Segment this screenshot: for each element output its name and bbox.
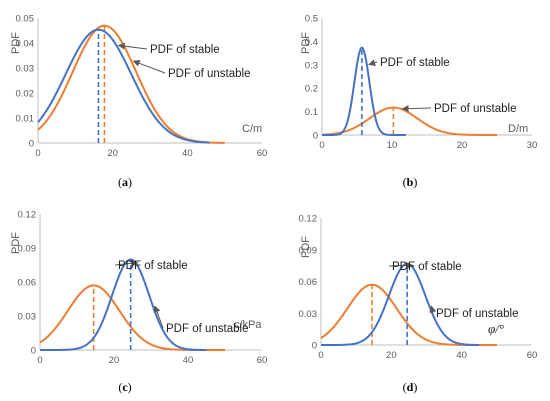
annotation-arrow — [117, 42, 148, 50]
y-tick-label: 0.03 — [16, 64, 35, 75]
x-tick-label: 20 — [107, 148, 118, 159]
series-line-stable — [40, 258, 207, 351]
annotation-label: PDF of unstable — [168, 68, 250, 80]
x-tick-label: 0 — [35, 148, 40, 159]
series-line-unstable — [39, 284, 225, 351]
y-tick-label: 0.02 — [16, 89, 35, 100]
y-tick-label: 0.4 — [305, 37, 318, 48]
x-tick-label: 0 — [319, 140, 324, 151]
y-tick-label: 0.03 — [18, 312, 37, 323]
x-axis-label: C/m — [242, 123, 262, 135]
annotation-label: PDF of unstable — [166, 323, 248, 335]
annotation-label: PDF of stable — [392, 261, 462, 273]
y-tick-label: 0.3 — [305, 60, 318, 71]
y-tick-label: 0 — [312, 341, 317, 352]
x-tick-label: 20 — [457, 140, 468, 151]
x-tick-label: 10 — [387, 140, 398, 151]
annotation-arrow — [388, 261, 414, 269]
annotation-arrow — [429, 305, 437, 314]
annotation-label: PDF of unstable — [434, 103, 516, 115]
series-line-stable — [37, 28, 210, 144]
annotation-label: PDF of stable — [150, 44, 220, 56]
panel-label: (b) — [403, 175, 418, 189]
y-tick-label: 0.5 — [305, 14, 318, 25]
x-tick-label: 20 — [109, 355, 120, 366]
y-tick-label: 0.12 — [299, 214, 318, 225]
x-tick-label: 40 — [456, 350, 467, 361]
y-tick-label: 0.12 — [18, 210, 37, 221]
x-tick-label: 60 — [257, 355, 268, 366]
y-tick-label: 0.03 — [299, 309, 318, 320]
panel-label: (d) — [403, 380, 418, 394]
y-tick-label: 0.01 — [16, 114, 35, 125]
x-tick-label: 0 — [37, 355, 42, 366]
annotation-arrow — [114, 259, 139, 267]
x-tick-label: 20 — [386, 350, 397, 361]
annotation-label: PDF of unstable — [436, 308, 518, 320]
x-tick-label: 40 — [183, 355, 194, 366]
x-tick-label: 40 — [182, 148, 193, 159]
y-axis-label: PDF — [10, 232, 22, 254]
annotation-arrow — [401, 105, 432, 113]
series-line-stable — [322, 46, 406, 136]
y-axis-label: PDF — [10, 32, 22, 54]
y-tick-label: 0.05 — [16, 14, 35, 25]
y-tick-label: 0.06 — [18, 278, 37, 289]
y-tick-label: 0.1 — [305, 107, 318, 118]
x-axis-label: c/kPa — [234, 319, 262, 331]
y-tick-label: 0.09 — [299, 245, 318, 256]
x-tick-label: 30 — [527, 140, 538, 151]
y-tick-label: 0.06 — [299, 277, 318, 288]
annotation-label: PDF of stable — [380, 57, 450, 69]
y-tick-label: 0.2 — [305, 84, 318, 95]
series-line-stable — [321, 262, 480, 346]
x-tick-label: 0 — [318, 350, 323, 361]
annotation-arrow — [132, 59, 166, 74]
panel-label: (a) — [118, 175, 132, 189]
annotation-arrow — [368, 59, 378, 67]
y-tick-label: 0.04 — [16, 39, 35, 50]
y-tick-label: 0 — [29, 139, 34, 150]
x-axis-label: D/m — [508, 123, 528, 135]
panel-label: (c) — [118, 380, 131, 394]
annotation-label: PDF of stable — [118, 260, 188, 272]
annotation-arrow — [153, 305, 164, 329]
x-tick-label: 60 — [257, 148, 268, 159]
y-axis-label: PDF — [300, 32, 312, 54]
y-tick-label: 0 — [31, 346, 36, 357]
y-tick-label: 0 — [313, 131, 318, 142]
x-tick-label: 60 — [527, 350, 538, 361]
y-tick-label: 0.09 — [18, 244, 37, 255]
y-axis-label: PDF — [300, 236, 312, 258]
series-line-unstable — [321, 106, 497, 136]
x-axis-label: φ/° — [488, 321, 504, 336]
